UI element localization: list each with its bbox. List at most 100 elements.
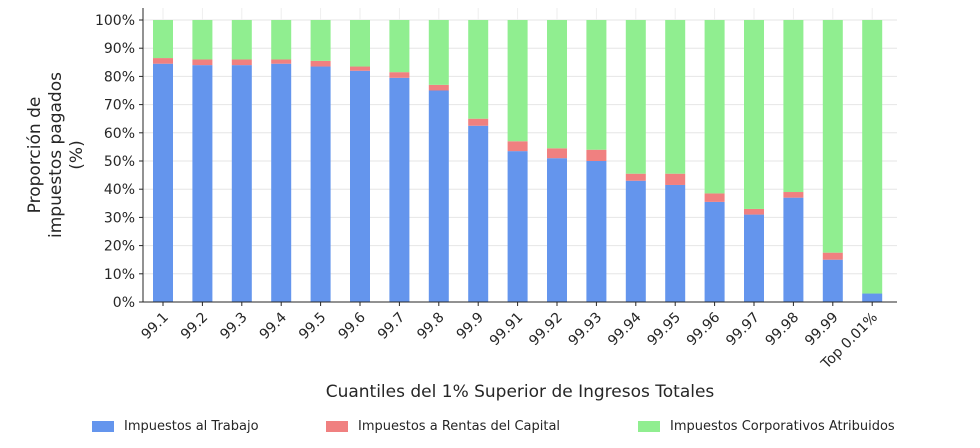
bar-segment-series-2 [350,20,370,67]
x-tick-label: 99.9 [454,310,487,343]
x-tick-label: 99.91 [487,310,527,350]
bar-segment-series-2 [468,20,489,119]
y-ticks: 0% 10% 20% 30% 40% 50% 60% 70% 80% 90% 100% [95,13,143,311]
y-tick-label: 40% [104,182,135,198]
bar-segment-series-1 [783,192,804,198]
bar-segment-series-0 [231,65,252,303]
bar-segment-series-0 [665,184,686,302]
bar-segment-series-0 [428,90,449,302]
x-tick-label: 99.93 [566,310,606,350]
x-tick-label: 99.4 [257,309,290,342]
x-ticks: 99.1 99.2 99.3 99.4 99.5 99.6 99.7 99.8 99.9 99.9… [138,302,881,373]
bar-segment-series-0 [704,201,725,302]
bar-segment-series-2 [625,20,646,174]
bar-segment-series-1 [468,118,489,126]
bar-segment-series-0 [310,66,331,302]
bar-segment-series-2 [783,20,804,193]
bar-segment-series-2 [862,20,883,294]
legend-item-trabajo: Impuestos al Trabajo [92,414,259,438]
legend-label-trabajo: Impuestos al Trabajo [124,418,259,434]
y-tick-label: 50% [104,154,135,170]
legend-label-corporativos: Impuestos Corporativos Atribuidos [670,418,895,434]
bar-segment-series-1 [153,58,173,64]
bar-segment-series-1 [350,66,370,71]
bars [153,20,883,303]
legend-swatch-capital [326,420,348,432]
bar-segment-series-2 [547,20,567,149]
y-axis-label-line-2: impuestos pagados [46,72,66,238]
bar-segment-series-1 [231,59,252,66]
bar-segment-series-2 [192,20,213,60]
x-tick-label: 99.95 [644,310,684,350]
y-tick-label: 30% [104,210,135,226]
bar-segment-series-2 [231,20,252,60]
y-tick-label: 60% [104,126,135,142]
bar-segment-series-2 [822,20,843,253]
bar-segment-series-1 [704,193,725,202]
bar-segment-series-1 [389,72,410,78]
bar-segment-series-2 [153,20,173,59]
legend: Impuestos al Trabajo Impuestos a Rentas … [0,414,980,438]
bar-segment-series-0 [507,151,528,302]
bar-segment-series-1 [310,60,331,67]
stacked-bar-chart: 0%10%20%30%40%50%60%70%80%90%100% 99.1 99… [25,8,897,402]
bar-segment-series-0 [744,214,764,302]
bar-segment-series-0 [547,158,567,302]
bar-segment-series-2 [586,20,607,150]
bar-segment-series-1 [507,141,528,152]
x-axis-label: Cuantiles del 1% Superior de Ingresos To… [326,382,715,402]
y-axis-label-line-3: (%) [67,140,87,169]
x-tick-label: 99.92 [526,310,566,350]
bar-segment-series-1 [625,173,646,181]
bar-segment-series-0 [783,197,804,302]
bar-segment-series-1 [822,252,843,260]
x-tick-label: 99.6 [335,309,368,342]
bar-segment-series-1 [665,173,686,185]
bar-segment-series-1 [744,208,764,215]
bar-segment-series-1 [428,84,449,91]
x-tick-label: 99.1 [138,310,171,343]
bar-segment-series-2 [389,20,410,73]
bar-segment-series-0 [862,293,883,302]
x-tick-label: 99.5 [296,310,329,343]
y-tick-label: 0% [113,295,135,311]
x-tick-label: 99.7 [375,310,408,343]
x-tick-label: 99.94 [605,309,645,349]
x-tick-label: 99.3 [217,310,250,343]
x-tick-label: 99.2 [178,310,211,343]
bar-segment-series-0 [350,70,370,302]
bar-segment-series-2 [271,20,292,60]
legend-label-capital: Impuestos a Rentas del Capital [358,418,561,434]
bar-segment-series-0 [271,63,292,303]
legend-swatch-trabajo [92,420,114,432]
y-tick-label: 80% [104,69,135,85]
y-tick-label: 70% [104,98,135,114]
bar-segment-series-1 [271,59,292,64]
bar-segment-series-0 [822,259,843,302]
x-tick-label: 99.96 [684,309,724,349]
y-axis-label: Proporción de impuestos pagados (%) [25,72,87,238]
legend-item-corporativos: Impuestos Corporativos Atribuidos [638,414,895,438]
bar-segment-series-2 [704,20,725,194]
bar-segment-series-1 [586,149,607,161]
x-tick-label: 99.98 [763,310,803,350]
bar-segment-series-2 [507,20,528,142]
y-tick-label: 90% [104,41,135,57]
bar-segment-series-2 [428,20,449,85]
x-tick-label: 99.8 [414,310,447,343]
y-tick-label: 10% [104,267,135,283]
bar-segment-series-0 [192,65,213,303]
bar-segment-series-0 [586,161,607,302]
y-tick-label: 100% [95,13,135,29]
bar-segment-series-2 [665,20,686,174]
bar-segment-series-0 [625,180,646,302]
bar-segment-series-0 [153,63,173,303]
x-tick-label: 99.97 [723,310,763,350]
legend-swatch-corporativos [638,420,660,432]
axes [142,8,897,303]
bar-segment-series-0 [389,77,410,302]
y-axis-label-line-1: Proporción de [25,97,45,214]
bar-segment-series-2 [310,20,331,61]
bar-segment-series-2 [744,20,764,209]
bar-segment-series-1 [547,148,567,159]
